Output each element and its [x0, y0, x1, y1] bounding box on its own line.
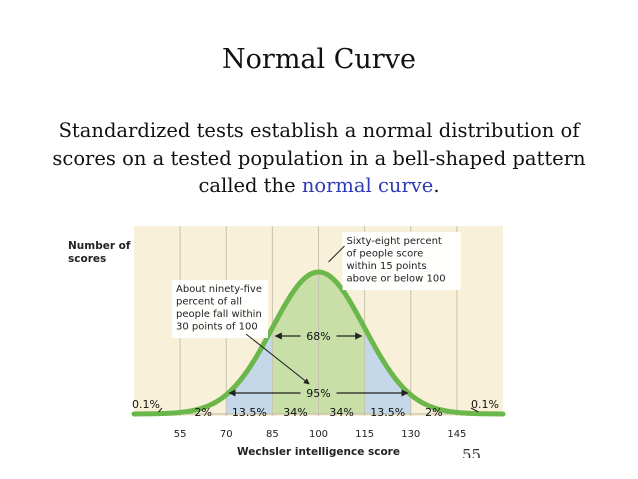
annotation-95-line-3: 30 points of 100: [176, 322, 258, 333]
label-68: 68%: [306, 330, 330, 343]
annotation-95-line-1: percent of all: [176, 297, 242, 308]
normal-curve-line: [131, 269, 506, 417]
segment-label-7: 0.1%: [471, 398, 499, 411]
annotation-95-line-2: people fall within: [176, 309, 262, 320]
segment-label-0: 0.1%: [132, 398, 160, 411]
segment-label-6: 2%: [425, 406, 442, 419]
segment-label-5: 13.5%: [370, 406, 405, 419]
subtitle-highlight: normal curve: [301, 174, 434, 197]
normal-curve-chart: 68% 95% 0.1% 2% 13.5% 34% 34% 13.5% 2% 0.1% 55 70 85…: [68, 226, 506, 458]
segment-label-4: 34%: [329, 406, 353, 419]
page-number: 55: [462, 447, 482, 458]
tick-label-130: 130: [401, 429, 420, 440]
y-axis-label-1: scores: [68, 253, 106, 265]
subtitle-text: Standardized tests establish a normal di…: [52, 119, 586, 197]
x-axis-label: Wechsler intelligence score: [237, 446, 400, 458]
tail-pointer-left: [158, 407, 163, 413]
annotation-95-pointer: [245, 333, 310, 385]
annotation-68-line-2: within 15 points: [347, 261, 427, 272]
slide-subtitle: Standardized tests establish a normal di…: [30, 117, 608, 200]
annotation-68-line-1: of people score: [347, 249, 424, 260]
subtitle-period: .: [433, 174, 440, 197]
tick-label-100: 100: [309, 429, 328, 440]
annotation-68-pointer: [328, 245, 345, 263]
tick-label-70: 70: [220, 429, 233, 440]
segment-label-2: 13.5%: [232, 406, 267, 419]
segment-label-3: 34%: [283, 406, 307, 419]
tick-label-115: 115: [355, 429, 374, 440]
y-axis-label-0: Number of: [68, 240, 131, 252]
annotation-68-line-3: above or below 100: [347, 274, 446, 285]
tick-label-85: 85: [266, 429, 279, 440]
annotation-95-box: [172, 280, 268, 338]
annotation-68-line-0: Sixty-eight percent: [347, 236, 442, 247]
annotation-95-line-0: About ninety-five: [176, 284, 262, 295]
tick-label-145: 145: [447, 429, 466, 440]
tail-pointer-right: [470, 407, 479, 413]
segment-label-1: 2%: [194, 406, 211, 419]
label-95: 95%: [306, 387, 330, 400]
slide-title: Normal Curve: [222, 44, 416, 75]
tick-label-55: 55: [174, 429, 187, 440]
annotation-68-box: [342, 232, 461, 290]
